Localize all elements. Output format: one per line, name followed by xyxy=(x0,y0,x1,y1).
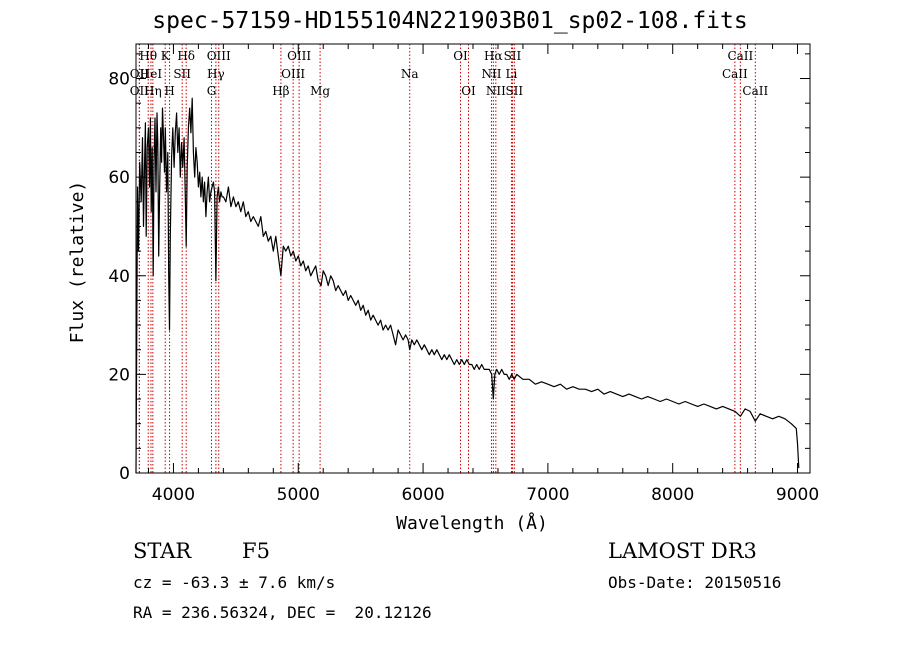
x-tick-label-1: 5000 xyxy=(277,485,320,505)
line-label-8: Hδ xyxy=(177,49,195,63)
line-label-1: OII xyxy=(130,67,150,81)
line-label-20: SII xyxy=(504,49,522,63)
y-axis-label: Flux (relative) xyxy=(67,181,88,344)
x-axis-label: Wavelength (Å) xyxy=(396,512,548,534)
spectrum-series xyxy=(135,97,800,474)
line-label-11: G xyxy=(207,84,217,98)
line-label-27: CaII xyxy=(742,84,768,98)
line-label-7: H xyxy=(164,84,174,98)
y-axis: 0 20 40 60 80 xyxy=(108,53,810,484)
y-tick-label-3: 60 xyxy=(108,168,130,188)
x-tick-label-5: 9000 xyxy=(776,485,819,505)
x-tick-label-3: 7000 xyxy=(526,485,569,505)
line-label-24: SII xyxy=(505,84,523,98)
line-label-13: OIII xyxy=(281,67,305,81)
line-label-6: SII xyxy=(173,67,191,81)
x-tick-label-0: 4000 xyxy=(152,485,195,505)
obs-date: Obs-Date: 20150516 xyxy=(608,573,782,592)
line-label-15: Mg xyxy=(310,84,330,98)
survey-name: LAMOST DR3 xyxy=(608,539,757,563)
x-tick-label-4: 8000 xyxy=(651,485,694,505)
plot-frame xyxy=(135,43,811,474)
line-markers xyxy=(138,44,756,473)
line-label-25: CaII xyxy=(727,49,753,63)
x-axis: 4000 5000 6000 7000 8000 9000 xyxy=(147,44,819,505)
line-label-3: HeI xyxy=(140,67,163,81)
spectrum-line xyxy=(135,97,800,474)
line-label-22: Li xyxy=(506,67,518,81)
line-label-2: OII xyxy=(130,84,150,98)
line-label-23: NII xyxy=(486,84,506,98)
line-label-5: K xyxy=(161,49,171,63)
line-label-12: OIII xyxy=(287,49,311,63)
line-label-10: Hγ xyxy=(207,67,225,81)
line-label-14: Hβ xyxy=(272,84,289,98)
line-label-16: Na xyxy=(401,67,419,81)
coordinates: RA = 236.56324, DEC = 20.12126 xyxy=(133,603,432,622)
y-tick-label-2: 40 xyxy=(108,267,130,287)
line-label-18: OI xyxy=(461,84,476,98)
line-label-21: NII xyxy=(481,67,501,81)
object-type: STAR xyxy=(133,539,192,563)
y-tick-label-0: 0 xyxy=(119,464,130,484)
line-label-17: OI xyxy=(453,49,468,63)
redshift-text: cz = -63.3 ± 7.6 km/s xyxy=(133,573,336,592)
x-tick-label-2: 6000 xyxy=(401,485,444,505)
line-label-0: Hθ xyxy=(139,49,157,63)
line-label-19: Hα xyxy=(484,49,503,63)
line-label-26: CaII xyxy=(722,67,748,81)
line-label-9: OIII xyxy=(207,49,231,63)
spectral-subclass: F5 xyxy=(242,539,270,563)
y-tick-label-1: 20 xyxy=(108,365,130,385)
y-tick-label-4: 80 xyxy=(108,70,130,90)
line-label-4: Hη xyxy=(144,84,162,98)
chart-title: spec-57159-HD155104N221903B01_sp02-108.f… xyxy=(152,8,748,34)
